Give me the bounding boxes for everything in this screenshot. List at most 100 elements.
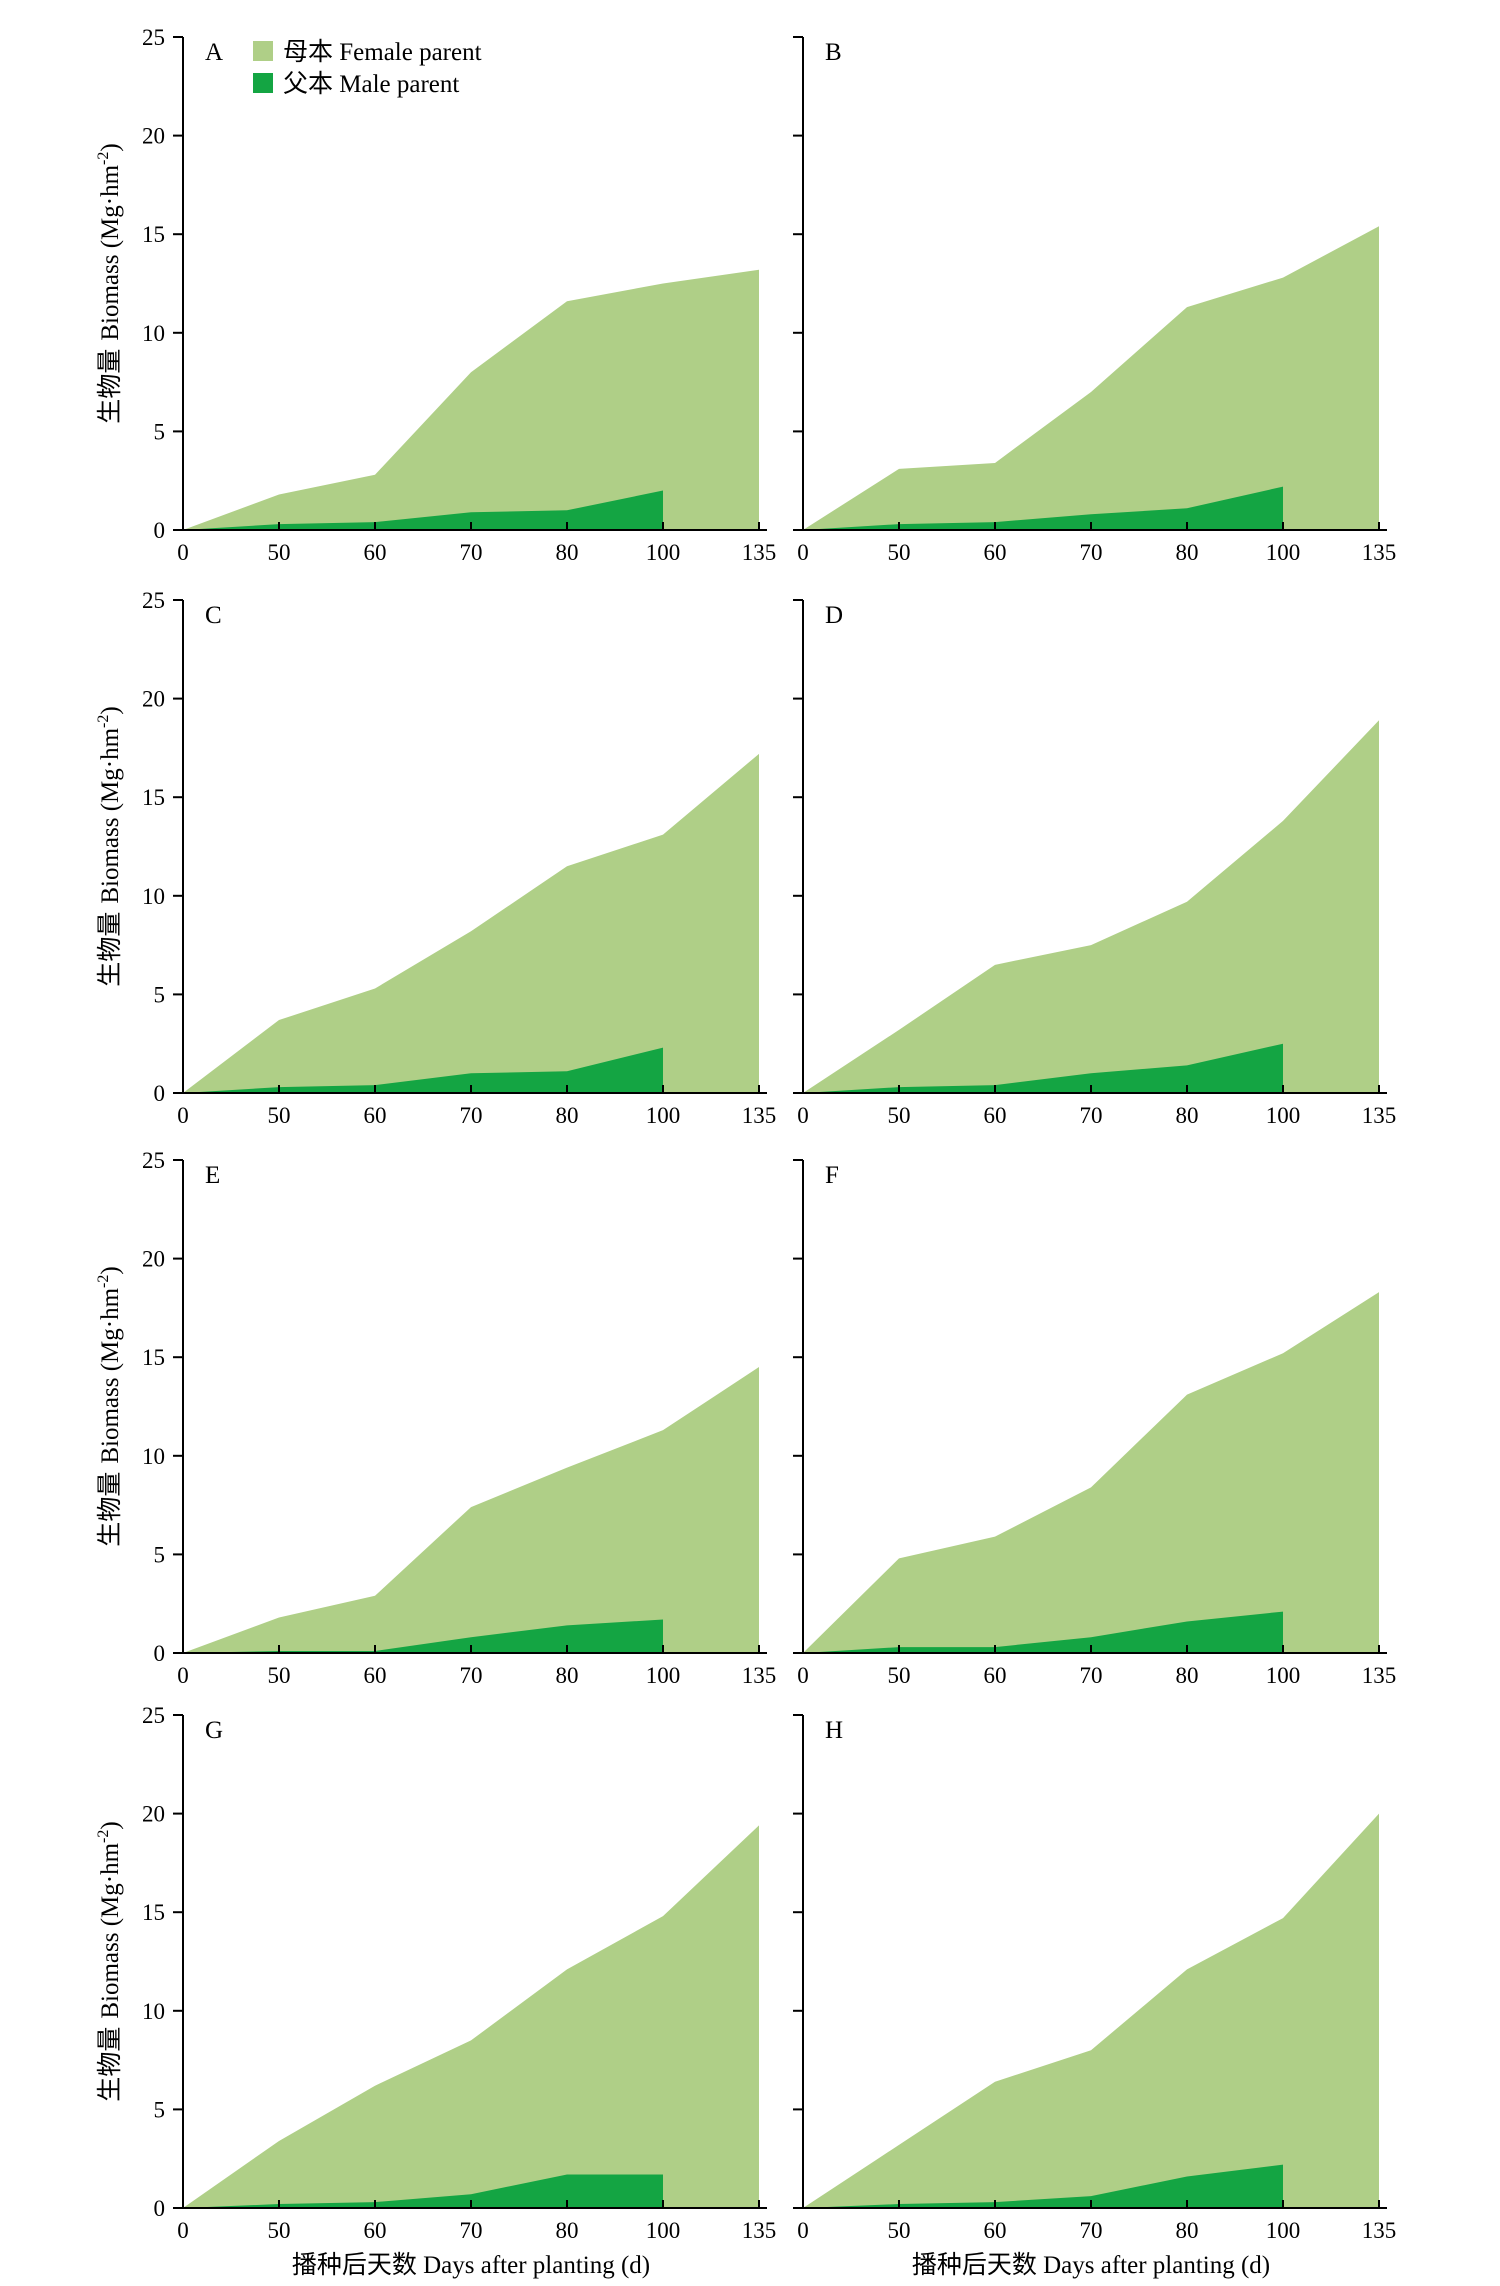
x-tick-label: 0: [797, 540, 809, 565]
y-tick-label: 0: [154, 2196, 166, 2221]
y-tick-label: 5: [154, 982, 166, 1007]
y-tick-label: 25: [142, 588, 165, 613]
x-tick-label: 60: [984, 1663, 1007, 1688]
x-tick-label: 135: [742, 2218, 777, 2243]
x-tick-label: 100: [1266, 2218, 1301, 2243]
x-tick-label: 80: [1176, 1103, 1199, 1128]
x-tick-label: 70: [1080, 1103, 1103, 1128]
panel-G: 0 5 10 15 20 25 0 50 60 70 80 100 135 G 生物量Biomass (Mg…: [95, 1703, 776, 2279]
y-axis-label: 生物量Biomass (Mg·hm-2): [95, 143, 124, 423]
x-tick-label: 70: [460, 1663, 483, 1688]
male-parent-area-C: [183, 1047, 663, 1093]
y-axis-label: 生物量Biomass (Mg·hm-2): [95, 1266, 124, 1546]
x-tick-label: 100: [1266, 540, 1301, 565]
panel-label: F: [825, 1162, 839, 1189]
x-tick-label: 135: [742, 1663, 777, 1688]
x-tick-label: 0: [177, 2218, 189, 2243]
male-parent-area-H: [803, 2164, 1283, 2208]
x-tick-label: 80: [1176, 2218, 1199, 2243]
x-tick-label: 50: [268, 1103, 291, 1128]
panel-label: C: [205, 602, 222, 629]
y-tick-label: 25: [142, 1703, 165, 1728]
x-tick-label: 70: [1080, 540, 1103, 565]
panel-F: 0 50 60 70 80 100 135 F: [793, 1159, 1397, 1688]
x-tick-label: 50: [268, 540, 291, 565]
x-tick-label: 50: [268, 2218, 291, 2243]
male-parent-area-A: [183, 490, 663, 530]
x-tick-label: 135: [1362, 2218, 1397, 2243]
x-tick-label: 100: [1266, 1103, 1301, 1128]
x-tick-label: 70: [460, 1103, 483, 1128]
female-parent-area-F: [803, 1292, 1379, 1653]
x-tick-label: 135: [1362, 540, 1397, 565]
x-tick-label: 0: [797, 2218, 809, 2243]
female-parent-area-G: [183, 1825, 759, 2208]
x-tick-label: 100: [646, 540, 681, 565]
x-tick-label: 100: [646, 1103, 681, 1128]
y-axis-label: 生物量Biomass (Mg·hm-2): [95, 706, 124, 986]
y-tick-label: 25: [142, 1148, 165, 1173]
x-tick-label: 80: [556, 2218, 579, 2243]
y-tick-label: 20: [142, 687, 165, 712]
female-parent-area-D: [803, 720, 1379, 1093]
male-parent-area-E: [183, 1619, 663, 1653]
x-tick-label: 50: [888, 540, 911, 565]
x-tick-label: 0: [177, 1663, 189, 1688]
panel-B: 0 50 60 70 80 100 135 B: [793, 36, 1397, 565]
x-tick-label: 80: [1176, 1663, 1199, 1688]
x-tick-label: 0: [177, 540, 189, 565]
legend-swatch-male: [253, 73, 273, 93]
x-tick-label: 60: [364, 1663, 387, 1688]
y-tick-label: 5: [154, 1542, 166, 1567]
y-tick-label: 5: [154, 419, 166, 444]
male-parent-area-D: [803, 1043, 1283, 1093]
y-tick-label: 15: [142, 785, 165, 810]
x-tick-label: 50: [888, 1663, 911, 1688]
x-tick-label: 50: [888, 2218, 911, 2243]
x-tick-label: 135: [742, 1103, 777, 1128]
x-axis-label: 播种后天数 Days after planting (d): [912, 2251, 1270, 2279]
x-axis-label: 播种后天数 Days after planting (d): [292, 2251, 650, 2279]
legend: 母本 Female parent 父本 Male parent: [253, 38, 482, 98]
x-tick-label: 100: [646, 1663, 681, 1688]
panel-label: A: [205, 39, 223, 66]
legend-label-female: 母本 Female parent: [283, 38, 482, 66]
x-tick-label: 60: [984, 2218, 1007, 2243]
legend-swatch-female: [253, 41, 273, 61]
panel-A: 0 5 10 15 20 25 0 50 60 70 80 100 135 A 生物量Biomass (Mg…: [95, 25, 776, 565]
x-tick-label: 60: [364, 2218, 387, 2243]
panel-H: 0 50 60 70 80 100 135 H 播种后天数 Days after plantin…: [793, 1714, 1397, 2279]
female-parent-area-E: [183, 1367, 759, 1653]
x-tick-label: 60: [364, 540, 387, 565]
y-tick-label: 25: [142, 25, 165, 50]
panel-E: 0 5 10 15 20 25 0 50 60 70 80 100 135 E 生物量Biomass (Mg…: [95, 1148, 776, 1688]
x-tick-label: 60: [984, 540, 1007, 565]
x-tick-label: 50: [268, 1663, 291, 1688]
female-parent-area-B: [803, 226, 1379, 530]
x-tick-label: 135: [1362, 1663, 1397, 1688]
x-tick-label: 135: [1362, 1103, 1397, 1128]
panel-C: 0 5 10 15 20 25 0 50 60 70 80 100 135 C 生物量Biomass (Mg…: [95, 588, 776, 1128]
x-tick-label: 50: [888, 1103, 911, 1128]
panel-label: B: [825, 39, 842, 66]
y-tick-label: 0: [154, 518, 166, 543]
x-tick-label: 0: [797, 1663, 809, 1688]
y-tick-label: 10: [142, 1444, 165, 1469]
male-parent-area-F: [803, 1611, 1283, 1653]
male-parent-area-G: [183, 2174, 663, 2208]
x-tick-label: 60: [984, 1103, 1007, 1128]
panel-label: G: [205, 1717, 223, 1744]
x-tick-label: 70: [1080, 2218, 1103, 2243]
y-tick-label: 15: [142, 222, 165, 247]
y-tick-label: 0: [154, 1081, 166, 1106]
x-tick-label: 80: [556, 1663, 579, 1688]
panel-label: H: [825, 1717, 843, 1744]
female-parent-area-A: [183, 269, 759, 530]
x-tick-label: 80: [556, 1103, 579, 1128]
x-tick-label: 70: [460, 2218, 483, 2243]
y-tick-label: 10: [142, 1999, 165, 2024]
y-tick-label: 15: [142, 1345, 165, 1370]
x-tick-label: 0: [797, 1103, 809, 1128]
x-tick-label: 135: [742, 540, 777, 565]
